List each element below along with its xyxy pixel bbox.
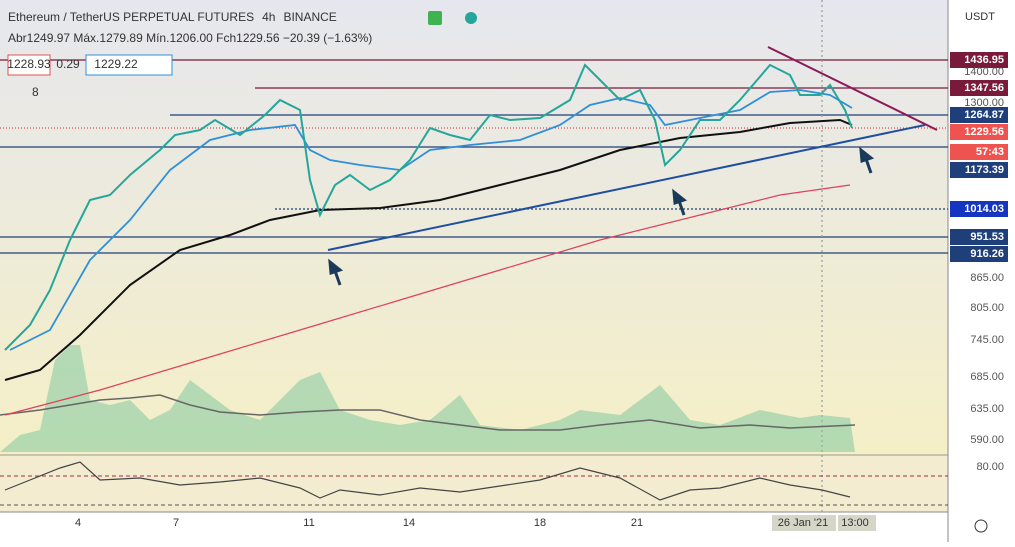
time-label: 4 xyxy=(75,517,81,529)
time-label: 7 xyxy=(173,517,179,529)
trendline xyxy=(327,124,926,251)
ask: 1229.22 xyxy=(94,57,138,71)
time-tag xyxy=(838,515,876,531)
price-label: 916.26 xyxy=(970,248,1004,260)
price-label: 1300.00 xyxy=(964,97,1004,109)
volume xyxy=(0,345,855,452)
price-label: 80.00 xyxy=(976,461,1004,473)
settings[interactable] xyxy=(974,519,988,533)
price-label: 805.00 xyxy=(970,302,1004,314)
price-label: 951.53 xyxy=(970,231,1004,243)
trendline xyxy=(767,46,938,131)
ma-fast xyxy=(9,89,853,351)
price-tag xyxy=(950,162,1008,178)
price xyxy=(4,63,853,351)
time-label: 21 xyxy=(631,517,643,529)
status xyxy=(465,12,477,24)
currency: USDT xyxy=(965,11,995,23)
price-label: 1173.39 xyxy=(965,164,1004,176)
time-label: 14 xyxy=(403,517,415,529)
symbol: Ethereum / TetherUS PERPETUAL FUTURES 4h B… xyxy=(8,10,337,24)
price-tag xyxy=(950,246,1008,262)
rsi-pane xyxy=(0,455,948,512)
price-label: 685.00 xyxy=(970,371,1004,383)
ma-200 xyxy=(4,118,853,381)
arrows xyxy=(328,146,875,286)
price-label: 1347.56 xyxy=(964,82,1004,94)
time-tag xyxy=(772,515,836,531)
arrow-head xyxy=(672,188,688,206)
price-tag xyxy=(950,124,1008,140)
time-labels: 4 7 11 14 18 21 26 Jan '21 13:00 xyxy=(75,515,876,531)
rsi-line xyxy=(4,461,851,501)
price-label: 590.00 xyxy=(970,434,1004,446)
price-label: 57:43 xyxy=(976,146,1004,158)
sell-button[interactable] xyxy=(7,54,51,76)
price-label: 1014.03 xyxy=(964,203,1004,215)
price-label: 1400.00 xyxy=(964,66,1004,78)
bid: 1228.93 xyxy=(7,57,51,71)
price-tag xyxy=(950,201,1008,217)
price-label: 635.00 xyxy=(970,403,1004,415)
time-label: 26 Jan '21 xyxy=(778,517,828,529)
price-tag xyxy=(950,80,1008,96)
indicator-count[interactable]: 8 xyxy=(32,85,39,99)
price-label: 1264.87 xyxy=(964,109,1004,121)
price-label: 1436.95 xyxy=(964,54,1004,66)
time-label: 11 xyxy=(303,517,314,529)
arrow-head xyxy=(328,258,344,276)
ma-long xyxy=(4,184,851,416)
price-tag xyxy=(950,229,1008,245)
price-tag xyxy=(950,52,1008,68)
flag[interactable] xyxy=(428,11,442,25)
price-tag xyxy=(950,107,1008,123)
volume-ma xyxy=(0,394,856,431)
time-label: 13:00 xyxy=(841,517,869,529)
time-label: 18 xyxy=(534,517,546,529)
price-tag xyxy=(950,144,1008,160)
price-label: 1229.56 xyxy=(964,126,1004,138)
arrow-head xyxy=(859,146,875,164)
ohlc: Abr1249.97 Máx.1279.89 Mín.1206.00 Fch12… xyxy=(8,31,372,45)
price-label: 865.00 xyxy=(970,272,1004,284)
spread: 0.29 xyxy=(56,57,80,71)
buy-button[interactable] xyxy=(85,54,173,76)
price-label: 745.00 xyxy=(970,334,1004,346)
